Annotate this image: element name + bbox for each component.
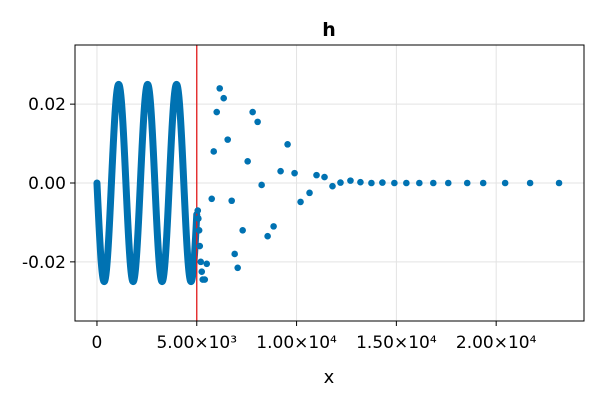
- data-point: [228, 197, 235, 205]
- data-point: [297, 198, 304, 206]
- data-point: [444, 179, 452, 187]
- data-point: [196, 242, 204, 250]
- dense-series-path: [93, 80, 201, 286]
- data-point: [201, 276, 209, 283]
- data-point: [416, 179, 423, 187]
- y-axis-ticks: -0.02 0.00 0.02: [22, 95, 75, 273]
- data-point: [231, 250, 238, 258]
- x-tick-label: 1.50×10⁴: [356, 333, 437, 353]
- data-point: [337, 179, 344, 186]
- data-point: [213, 108, 221, 116]
- data-point: [195, 215, 202, 222]
- data-point: [284, 141, 291, 148]
- data-point: [264, 232, 271, 240]
- x-tick-label: 2.00×10⁴: [456, 333, 537, 353]
- x-axis-label: x: [324, 367, 335, 388]
- data-point: [501, 179, 509, 187]
- dense-series-band: [93, 80, 201, 286]
- data-point: [216, 85, 224, 92]
- x-tick-label: 1.00×10⁴: [256, 333, 337, 353]
- data-point: [208, 195, 216, 203]
- data-point: [234, 264, 241, 272]
- data-point: [194, 207, 202, 214]
- data-point: [197, 258, 205, 266]
- x-axis-ticks: 0 5.00×10³ 1.00×10⁴ 1.50×10⁴ 2.00×10⁴: [92, 321, 537, 353]
- data-point: [203, 260, 211, 268]
- data-point: [254, 118, 261, 126]
- data-point: [329, 182, 336, 190]
- data-point: [258, 181, 265, 189]
- data-point: [291, 169, 298, 177]
- data-point: [244, 158, 251, 165]
- data-point: [429, 179, 437, 187]
- data-point: [368, 179, 375, 187]
- data-point: [220, 94, 228, 102]
- data-point: [270, 223, 277, 230]
- data-point: [379, 179, 386, 186]
- x-tick-label: 5.00×10³: [156, 333, 237, 353]
- data-point: [403, 179, 410, 187]
- data-point: [357, 178, 364, 186]
- data-point: [210, 148, 218, 155]
- data-point: [306, 189, 313, 197]
- data-point: [526, 179, 534, 187]
- data-point: [321, 173, 328, 181]
- data-point: [479, 179, 487, 187]
- data-point: [249, 108, 256, 116]
- y-tick-label: 0.00: [28, 174, 66, 194]
- data-point: [277, 167, 284, 175]
- data-point: [347, 177, 354, 184]
- data-point: [555, 179, 563, 187]
- data-point: [313, 171, 320, 179]
- x-tick-label: 0: [92, 333, 103, 353]
- y-tick-label: 0.02: [28, 95, 66, 115]
- data-point: [224, 136, 231, 143]
- chart-title: h: [322, 19, 336, 41]
- data-point: [195, 227, 203, 234]
- scatter-series: [194, 85, 563, 283]
- data-point: [198, 268, 206, 276]
- data-point: [391, 179, 398, 187]
- y-tick-label: -0.02: [22, 253, 66, 273]
- data-point: [239, 227, 246, 234]
- data-point: [463, 179, 471, 187]
